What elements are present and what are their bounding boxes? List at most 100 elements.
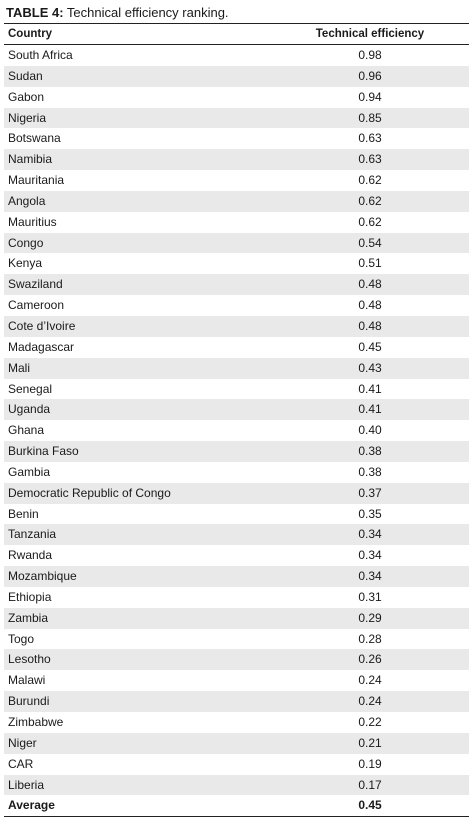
cell-technical-efficiency: 0.48 — [358, 298, 382, 313]
table-row: Democratic Republic of Congo 0.37 — [4, 482, 469, 504]
table-row: Lesotho 0.26 — [4, 649, 469, 671]
cell-technical-efficiency: 0.40 — [358, 423, 382, 438]
cell-technical-efficiency: 0.63 — [358, 131, 382, 146]
cell-country: Togo — [8, 631, 35, 646]
table-row: Swaziland 0.48 — [4, 274, 469, 296]
cell-technical-efficiency: 0.37 — [358, 485, 382, 500]
cell-technical-efficiency: 0.34 — [358, 527, 382, 542]
cell-technical-efficiency: 0.17 — [358, 777, 382, 792]
cell-country: Uganda — [8, 402, 51, 417]
table-body: South Africa 0.98 Sudan 0.96 Gabon 0.94 Nigeri… — [4, 45, 469, 796]
cell-country: CAR — [8, 756, 34, 771]
cell-country: Mali — [8, 360, 31, 375]
table-row: CAR 0.19 — [4, 754, 469, 775]
table-row: Sudan 0.96 — [4, 65, 469, 87]
cell-country: Mauritius — [8, 214, 57, 229]
cell-country: Gambia — [8, 464, 51, 479]
table-row: Mauritania 0.62 — [4, 170, 469, 191]
table-row: Zambia 0.29 — [4, 607, 469, 629]
average-value: 0.45 — [358, 798, 382, 813]
cell-technical-efficiency: 0.38 — [358, 444, 382, 459]
table-row: Congo 0.54 — [4, 232, 469, 254]
cell-technical-efficiency: 0.94 — [358, 89, 382, 104]
cell-country: Burkina Faso — [8, 444, 79, 459]
table-caption: TABLE 4: Technical efficiency ranking. — [6, 3, 229, 23]
cell-country: Swaziland — [8, 277, 63, 292]
table-row: Cameroon 0.48 — [4, 295, 469, 316]
table-row: Angola 0.62 — [4, 190, 469, 212]
efficiency-table: Country Technical efficiency South Afric… — [4, 23, 469, 818]
table-row: Burundi 0.24 — [4, 691, 469, 712]
cell-technical-efficiency: 0.21 — [358, 735, 382, 750]
cell-technical-efficiency: 0.63 — [358, 152, 382, 167]
cell-country: Benin — [8, 506, 39, 521]
cell-country: Ghana — [8, 423, 45, 438]
table-caption-text: Technical efficiency ranking. — [63, 5, 229, 20]
cell-technical-efficiency: 0.28 — [358, 631, 382, 646]
table-row: Ethiopia 0.31 — [4, 587, 469, 608]
table-row: Malawi 0.24 — [4, 670, 469, 691]
table-row: Uganda 0.41 — [4, 399, 469, 421]
cell-country: Liberia — [8, 777, 45, 792]
cell-country: Senegal — [8, 381, 53, 396]
cell-country: Botswana — [8, 131, 61, 146]
cell-technical-efficiency: 0.26 — [358, 652, 382, 667]
cell-country: Lesotho — [8, 652, 51, 667]
table-row: Rwanda 0.34 — [4, 545, 469, 566]
cell-technical-efficiency: 0.62 — [358, 214, 382, 229]
cell-country: Democratic Republic of Congo — [8, 485, 171, 500]
header-country: Country — [8, 28, 53, 40]
table-row: Zimbabwe 0.22 — [4, 712, 469, 733]
table-row: Kenya 0.51 — [4, 253, 469, 274]
table-header-row: Country Technical efficiency — [4, 23, 469, 45]
table-average-row: Average 0.45 — [4, 795, 469, 818]
table-row: Namibia 0.63 — [4, 149, 469, 171]
header-technical-efficiency: Technical efficiency — [315, 28, 425, 40]
cell-technical-efficiency: 0.85 — [358, 110, 382, 125]
table-row: Botswana 0.63 — [4, 128, 469, 149]
table-row: Liberia 0.17 — [4, 774, 469, 796]
cell-technical-efficiency: 0.38 — [358, 464, 382, 479]
cell-technical-efficiency: 0.24 — [358, 694, 382, 709]
table-caption-label: TABLE 4: — [6, 5, 64, 20]
cell-country: Cote d’Ivoire — [8, 318, 76, 333]
cell-technical-efficiency: 0.19 — [358, 756, 382, 771]
table-row: Nigeria 0.85 — [4, 107, 469, 129]
average-label: Average — [8, 798, 55, 813]
cell-country: Tanzania — [8, 527, 57, 542]
cell-technical-efficiency: 0.35 — [358, 506, 382, 521]
cell-technical-efficiency: 0.51 — [358, 256, 382, 271]
table-row: Gabon 0.94 — [4, 87, 469, 108]
cell-country: Cameroon — [8, 298, 65, 313]
table-row: Madagascar 0.45 — [4, 337, 469, 358]
cell-country: Sudan — [8, 68, 43, 83]
table-row: South Africa 0.98 — [4, 45, 469, 66]
cell-technical-efficiency: 0.54 — [358, 235, 382, 250]
cell-country: Angola — [8, 193, 46, 208]
cell-country: Burundi — [8, 694, 50, 709]
table-row: Mali 0.43 — [4, 357, 469, 379]
cell-country: Namibia — [8, 152, 53, 167]
table-row: Gambia 0.38 — [4, 462, 469, 483]
cell-country: Malawi — [8, 673, 46, 688]
cell-technical-efficiency: 0.48 — [358, 318, 382, 333]
cell-technical-efficiency: 0.24 — [358, 673, 382, 688]
cell-technical-efficiency: 0.34 — [358, 548, 382, 563]
cell-technical-efficiency: 0.22 — [358, 715, 382, 729]
table-row: Benin 0.35 — [4, 504, 469, 525]
table-row: Burkina Faso 0.38 — [4, 441, 469, 462]
cell-country: Zambia — [8, 610, 49, 625]
cell-technical-efficiency: 0.41 — [358, 381, 382, 396]
cell-technical-efficiency: 0.29 — [358, 610, 382, 625]
cell-country: Congo — [8, 235, 44, 250]
table-row: Senegal 0.41 — [4, 379, 469, 400]
cell-country: Mauritania — [8, 173, 65, 188]
table-row: Togo 0.28 — [4, 629, 469, 650]
cell-technical-efficiency: 0.62 — [358, 173, 382, 188]
table-row: Cote d’Ivoire 0.48 — [4, 315, 469, 337]
table-row: Tanzania 0.34 — [4, 524, 469, 546]
cell-country: South Africa — [8, 48, 73, 62]
cell-technical-efficiency: 0.41 — [358, 402, 382, 417]
cell-country: Madagascar — [8, 339, 75, 354]
cell-country: Zimbabwe — [8, 715, 64, 729]
